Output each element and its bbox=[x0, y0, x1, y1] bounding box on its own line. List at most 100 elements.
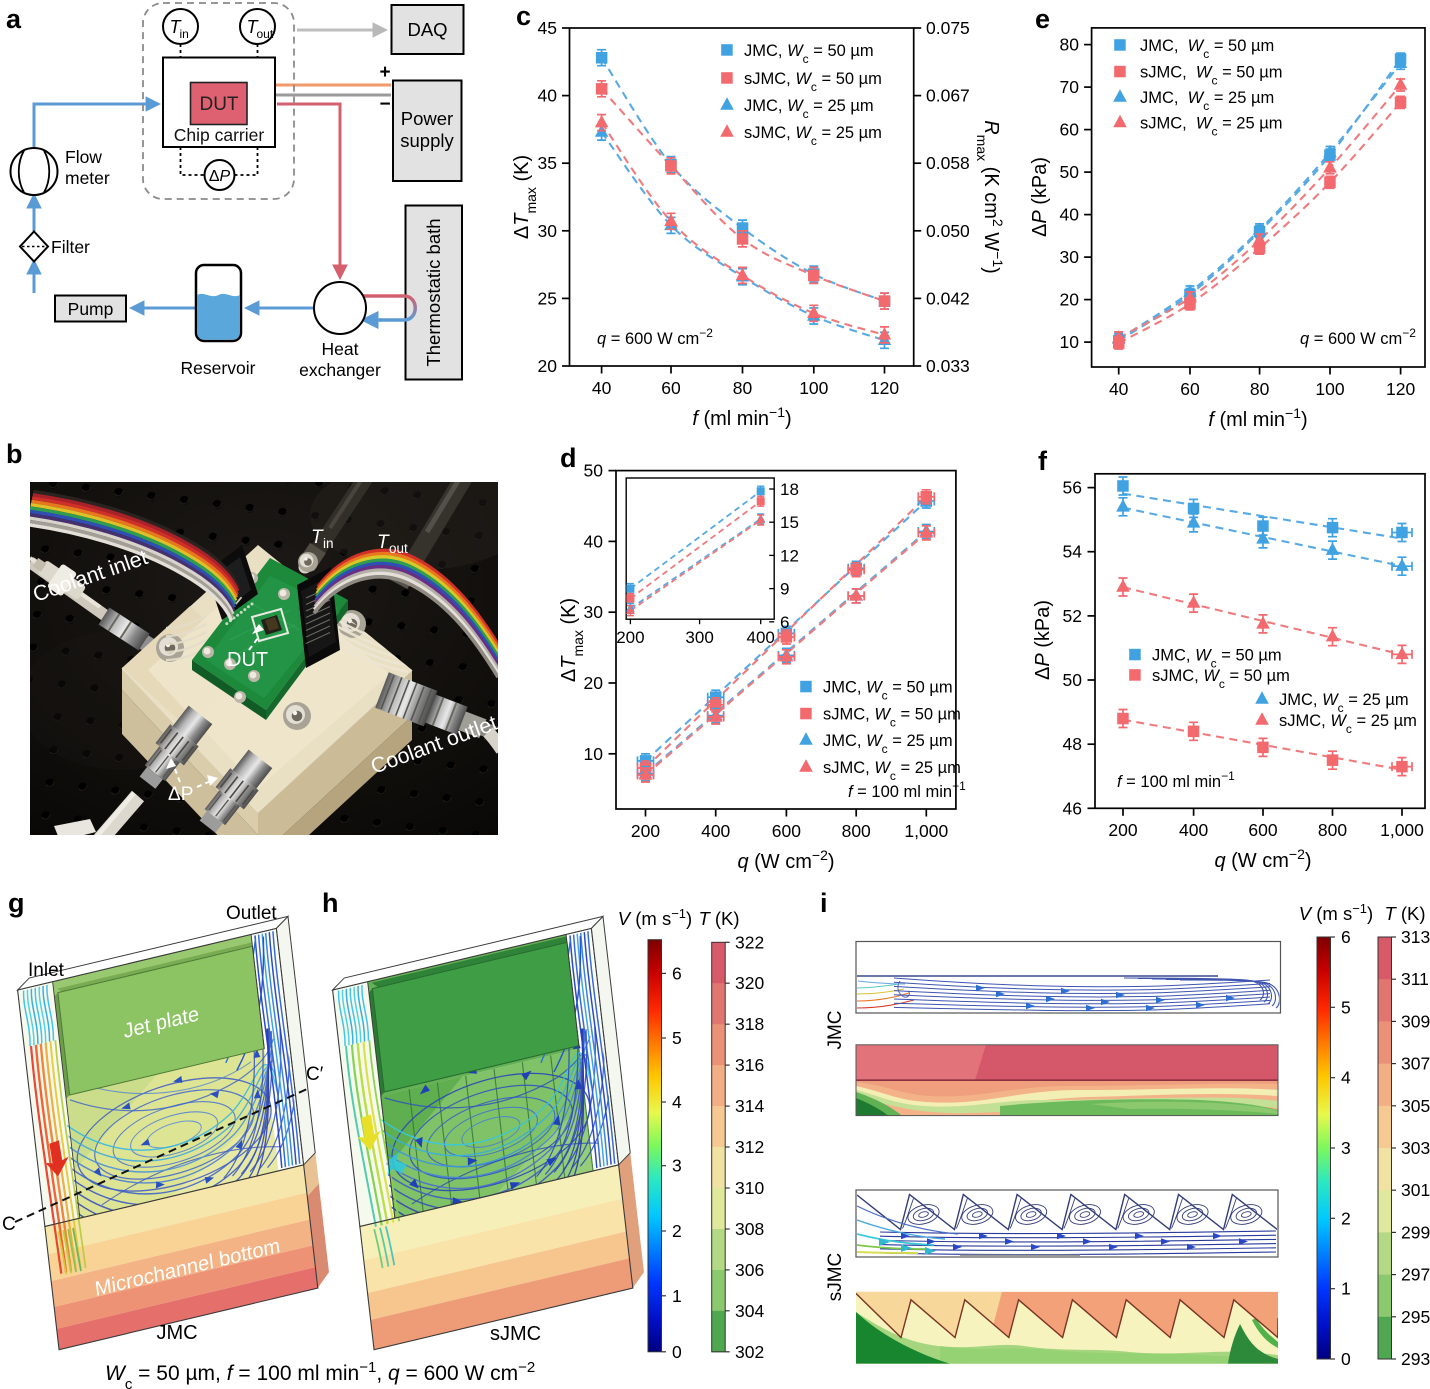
svg-text:322: 322 bbox=[735, 932, 764, 952]
svg-text:T (K): T (K) bbox=[698, 908, 739, 929]
svg-text:48: 48 bbox=[1063, 734, 1082, 754]
svg-text:80: 80 bbox=[733, 378, 753, 398]
svg-text:exchanger: exchanger bbox=[299, 360, 381, 380]
svg-text:295: 295 bbox=[1401, 1307, 1430, 1327]
svg-text:303: 303 bbox=[1401, 1138, 1430, 1158]
svg-text:56: 56 bbox=[1063, 478, 1082, 498]
svg-text:314: 314 bbox=[735, 1096, 764, 1116]
svg-text:6: 6 bbox=[780, 613, 789, 632]
svg-text:293: 293 bbox=[1401, 1349, 1430, 1369]
svg-text:120: 120 bbox=[1386, 379, 1415, 399]
svg-text:Chip carrier: Chip carrier bbox=[174, 125, 265, 145]
svg-text:1: 1 bbox=[672, 1286, 682, 1306]
svg-text:70: 70 bbox=[1060, 77, 1080, 97]
svg-text:200: 200 bbox=[1108, 820, 1137, 840]
svg-text:60: 60 bbox=[1060, 120, 1080, 140]
svg-text:40: 40 bbox=[1060, 205, 1080, 225]
svg-text:T (K): T (K) bbox=[1384, 903, 1425, 924]
svg-text:80: 80 bbox=[1250, 379, 1270, 399]
svg-text:1: 1 bbox=[1341, 1279, 1351, 1299]
svg-text:d: d bbox=[560, 443, 577, 473]
svg-text:q = 600 W cm−2: q = 600 W cm−2 bbox=[597, 326, 713, 348]
svg-text:T: T bbox=[247, 17, 260, 37]
svg-text:0.033: 0.033 bbox=[926, 356, 970, 376]
svg-text:meter: meter bbox=[65, 168, 110, 188]
svg-text:50: 50 bbox=[1063, 670, 1083, 690]
svg-text:i: i bbox=[820, 888, 828, 918]
svg-text:309: 309 bbox=[1401, 1011, 1430, 1031]
svg-text:40: 40 bbox=[538, 86, 558, 106]
svg-text:46: 46 bbox=[1063, 798, 1082, 818]
svg-text:1,000: 1,000 bbox=[1380, 820, 1424, 840]
svg-text:5: 5 bbox=[672, 1028, 682, 1048]
svg-text:Power: Power bbox=[401, 108, 453, 129]
svg-text:C: C bbox=[2, 1214, 16, 1235]
svg-text:50: 50 bbox=[584, 461, 604, 481]
svg-text:Wc = 50 µm, f = 100 ml min−1,: Wc = 50 µm, f = 100 ml min−1, q = 600 W … bbox=[105, 1359, 535, 1389]
svg-text:JMC: JMC bbox=[825, 1010, 846, 1049]
svg-text:2: 2 bbox=[672, 1221, 682, 1241]
svg-text:80: 80 bbox=[1060, 35, 1080, 55]
svg-text:5: 5 bbox=[1341, 997, 1351, 1017]
svg-text:320: 320 bbox=[735, 973, 764, 993]
svg-text:0.042: 0.042 bbox=[926, 288, 970, 308]
svg-text:6: 6 bbox=[672, 963, 682, 983]
svg-text:15: 15 bbox=[780, 513, 799, 532]
svg-text:f = 100 ml min−1: f = 100 ml min−1 bbox=[1117, 769, 1235, 791]
svg-text:310: 310 bbox=[735, 1178, 764, 1198]
svg-text:in: in bbox=[323, 536, 334, 551]
svg-text:304: 304 bbox=[735, 1301, 764, 1321]
svg-text:305: 305 bbox=[1401, 1096, 1430, 1116]
svg-text:800: 800 bbox=[842, 821, 871, 841]
svg-text:1,000: 1,000 bbox=[904, 821, 948, 841]
svg-text:−: − bbox=[379, 94, 390, 115]
svg-text:Inlet: Inlet bbox=[28, 960, 65, 981]
svg-text:Flow: Flow bbox=[65, 147, 102, 167]
svg-text:10: 10 bbox=[1060, 332, 1080, 352]
svg-text:120: 120 bbox=[870, 378, 899, 398]
svg-text:g: g bbox=[8, 888, 25, 918]
svg-text:2: 2 bbox=[1341, 1208, 1351, 1228]
svg-text:400: 400 bbox=[701, 821, 730, 841]
svg-text:Thermostatic bath: Thermostatic bath bbox=[423, 218, 444, 366]
svg-text:0: 0 bbox=[672, 1342, 682, 1362]
svg-text:f: f bbox=[1038, 446, 1048, 476]
svg-text:3: 3 bbox=[1341, 1138, 1351, 1158]
svg-text:10: 10 bbox=[584, 744, 604, 764]
svg-text:54: 54 bbox=[1063, 542, 1083, 562]
svg-text:f = 100 ml min−1: f = 100 ml min−1 bbox=[848, 779, 966, 801]
svg-text:12: 12 bbox=[780, 546, 799, 565]
svg-text:Heat: Heat bbox=[322, 339, 359, 359]
svg-text:ΔP (kPa): ΔP (kPa) bbox=[1029, 157, 1051, 237]
svg-text:20: 20 bbox=[584, 673, 604, 693]
svg-text:30: 30 bbox=[584, 602, 604, 622]
svg-text:600: 600 bbox=[772, 821, 801, 841]
svg-text:Outlet: Outlet bbox=[226, 903, 277, 924]
svg-text:200: 200 bbox=[616, 628, 644, 647]
svg-text:25: 25 bbox=[538, 288, 557, 308]
svg-text:45: 45 bbox=[538, 18, 557, 38]
svg-text:h: h bbox=[322, 888, 339, 918]
svg-text:6: 6 bbox=[1341, 927, 1351, 947]
svg-text:Pump: Pump bbox=[68, 299, 114, 319]
svg-text:4: 4 bbox=[1341, 1068, 1351, 1088]
svg-text:301: 301 bbox=[1401, 1180, 1430, 1200]
svg-text:DUT: DUT bbox=[199, 94, 238, 115]
svg-text:a: a bbox=[6, 4, 22, 34]
svg-text:0.058: 0.058 bbox=[926, 153, 970, 173]
svg-text:18: 18 bbox=[780, 480, 799, 499]
svg-text:40: 40 bbox=[1109, 379, 1129, 399]
svg-text:52: 52 bbox=[1063, 606, 1082, 626]
svg-text:C′: C′ bbox=[306, 1064, 324, 1085]
svg-text:Filter: Filter bbox=[51, 237, 90, 257]
svg-text:308: 308 bbox=[735, 1219, 764, 1239]
svg-text:20: 20 bbox=[1060, 290, 1080, 310]
svg-text:ΔP: ΔP bbox=[209, 168, 231, 185]
svg-text:100: 100 bbox=[1315, 379, 1344, 399]
svg-text:40: 40 bbox=[584, 531, 604, 551]
svg-text:313: 313 bbox=[1401, 927, 1430, 947]
svg-text:40: 40 bbox=[592, 378, 612, 398]
svg-text:400: 400 bbox=[1179, 820, 1208, 840]
svg-text:DAQ: DAQ bbox=[407, 19, 447, 40]
svg-text:306: 306 bbox=[735, 1260, 764, 1280]
